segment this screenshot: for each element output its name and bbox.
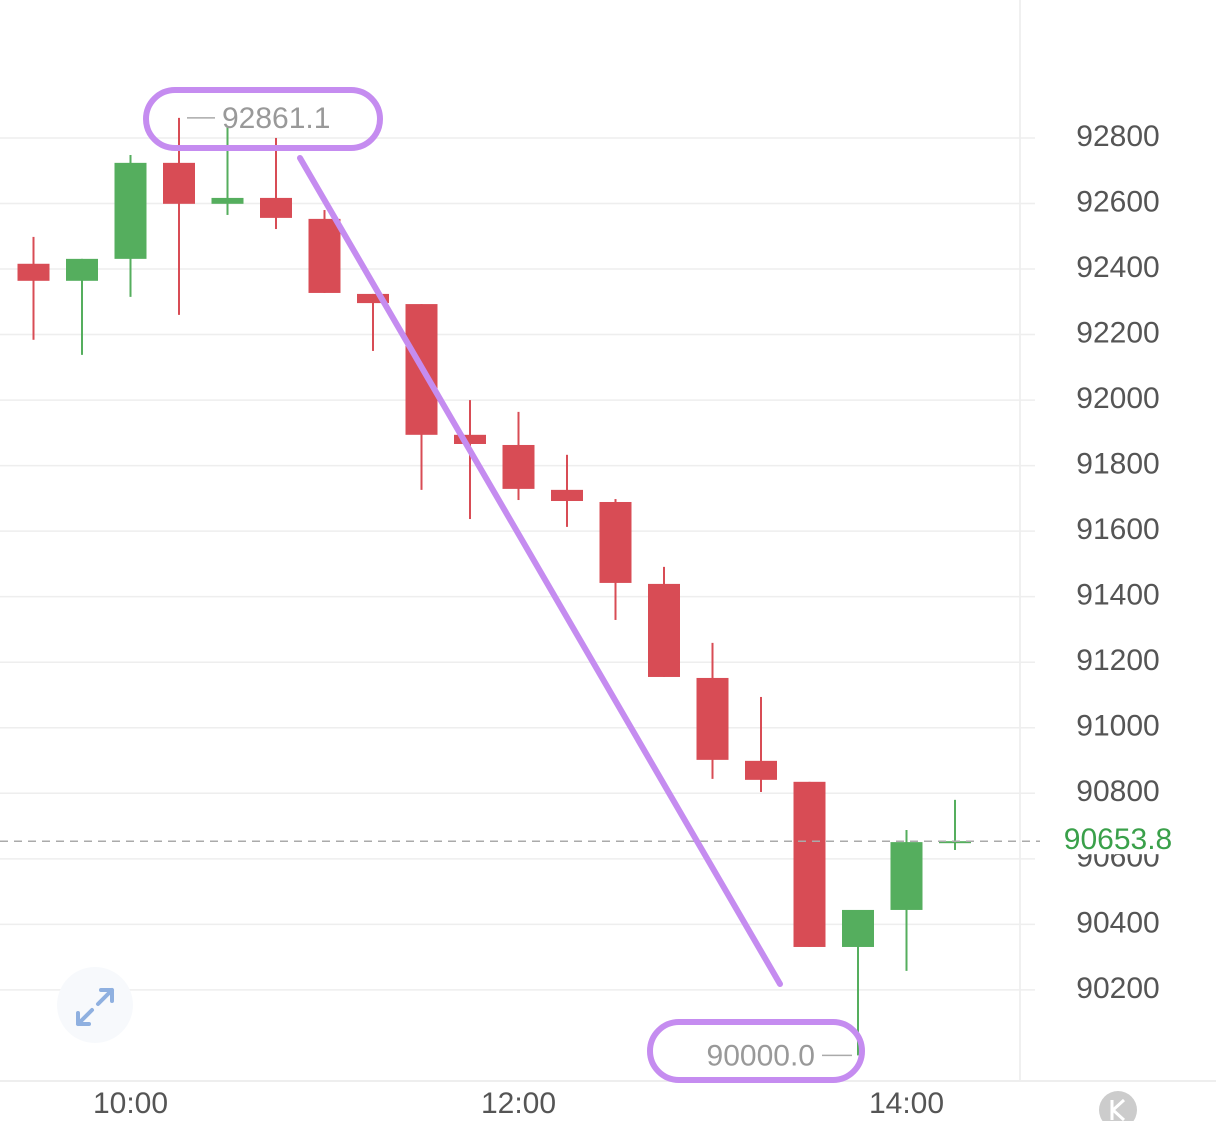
x-tick-label: 10:00 xyxy=(93,1087,168,1120)
candle-body xyxy=(551,489,583,502)
min-label: 90000.0 xyxy=(707,1039,815,1072)
trend-line xyxy=(297,155,783,987)
plot: 9020090400906009080091000912009140091600… xyxy=(0,102,1205,1120)
y-tick-label: 91200 xyxy=(1076,644,1159,677)
y-tick-label: 91800 xyxy=(1076,448,1159,481)
candle-body xyxy=(745,760,777,780)
candle-body xyxy=(454,434,486,444)
last-price-label: 90653.8 xyxy=(1064,823,1172,856)
candle-body xyxy=(66,258,98,281)
expand-button[interactable] xyxy=(57,967,133,1043)
candle-body xyxy=(211,197,244,204)
highlight-oval xyxy=(143,87,383,151)
candle-body xyxy=(793,781,826,947)
y-tick-label: 92200 xyxy=(1076,316,1159,349)
candle-body xyxy=(842,909,874,947)
candle-body xyxy=(114,162,147,259)
y-tick-label: 90200 xyxy=(1076,972,1159,1005)
candle-body xyxy=(502,444,535,489)
candle-body xyxy=(163,162,195,204)
y-tick-label: 90800 xyxy=(1076,775,1159,808)
x-tick-label: 14:00 xyxy=(869,1087,944,1120)
highlight-oval xyxy=(647,1019,865,1083)
max-label: 92861.1 xyxy=(222,102,330,135)
y-tick-label: 91600 xyxy=(1076,513,1159,546)
candle-body xyxy=(599,501,632,583)
candle-body xyxy=(308,218,341,293)
y-tick-label: 91400 xyxy=(1076,579,1159,612)
y-tick-label: 92600 xyxy=(1076,185,1159,218)
candle-body xyxy=(260,197,292,218)
y-tick-label: 90400 xyxy=(1076,906,1159,939)
candle-body xyxy=(890,842,923,910)
y-tick-label: 91000 xyxy=(1076,710,1159,743)
y-tick-label: 92400 xyxy=(1076,251,1159,284)
y-tick-label: 92000 xyxy=(1076,382,1159,415)
candle-body xyxy=(648,583,680,677)
candle-body xyxy=(357,293,389,304)
candle-body xyxy=(939,841,971,844)
last-price-bg xyxy=(1045,826,1205,855)
candle-body xyxy=(17,263,50,281)
x-tick-label: 12:00 xyxy=(481,1087,556,1120)
candle-body xyxy=(696,677,729,760)
y-tick-label: 92800 xyxy=(1076,120,1159,153)
k-icon xyxy=(1110,1098,1126,1121)
expand-icon xyxy=(76,988,114,1026)
